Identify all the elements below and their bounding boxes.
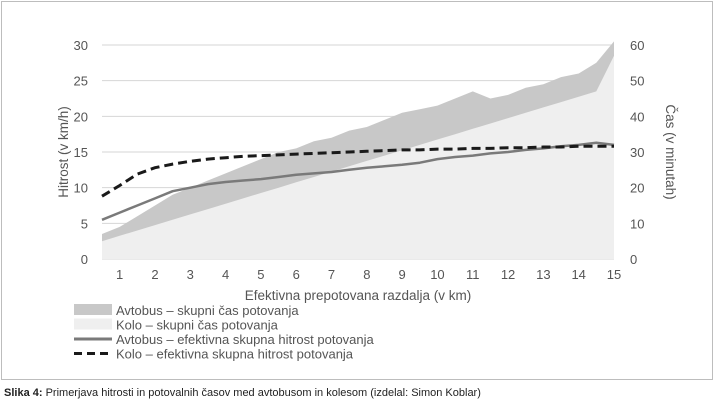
legend-label: Kolo – skupni čas potovanja bbox=[116, 318, 279, 333]
legend-swatch-bike-time bbox=[74, 318, 112, 330]
x-tick-label: 14 bbox=[571, 267, 585, 282]
x-axis-title: Efektivna prepotovana razdalja (v km) bbox=[245, 288, 472, 303]
caption-text: Primerjava hitrosti in potovalnih časov … bbox=[42, 387, 481, 399]
x-tick-label: 7 bbox=[328, 267, 335, 282]
y-left-tick-label: 10 bbox=[74, 181, 88, 196]
y-right-axis-title: Čas (v minutah) bbox=[663, 104, 678, 199]
y-right-tick-label: 10 bbox=[630, 216, 644, 231]
y-left-tick-label: 15 bbox=[74, 145, 88, 160]
x-tick-label: 6 bbox=[293, 267, 300, 282]
legend-label: Avtobus – skupni čas potovanja bbox=[116, 303, 299, 318]
legend-label: Kolo – efektivna skupna hitrost potovanj… bbox=[116, 347, 354, 362]
x-tick-label: 8 bbox=[363, 267, 370, 282]
series-line-bus-speed bbox=[101, 141, 615, 221]
x-tick-label: 12 bbox=[501, 267, 515, 282]
x-tick-label: 10 bbox=[430, 267, 444, 282]
y-left-tick-label: 25 bbox=[74, 74, 88, 89]
x-tick-label: 15 bbox=[607, 267, 621, 282]
y-left-tick-label: 20 bbox=[74, 109, 88, 124]
caption-label: Slika 4: bbox=[4, 387, 43, 399]
x-tick-label: 2 bbox=[151, 267, 158, 282]
y-right-tick-label: 20 bbox=[630, 181, 644, 196]
legend-swatch-bus-time bbox=[74, 304, 112, 315]
legend-label: Avtobus – efektivna skupna hitrost potov… bbox=[116, 332, 375, 347]
x-tick-label: 5 bbox=[257, 267, 264, 282]
figure-frame: 0 5 10 15 20 25 30 0 10 20 30 40 50 60 1 2 3 4 5 6 7 8 9 10 11 12… bbox=[1, 1, 713, 380]
y-left-tick-label: 0 bbox=[81, 252, 88, 267]
y-right-tick-label: 50 bbox=[630, 74, 644, 89]
y-left-tick-label: 30 bbox=[74, 38, 88, 53]
series-line-bike-speed bbox=[101, 144, 614, 198]
y-right-tick-label: 40 bbox=[630, 109, 644, 124]
x-tick-label: 13 bbox=[536, 267, 550, 282]
y-right-tick-label: 30 bbox=[630, 145, 644, 160]
x-tick-label: 4 bbox=[222, 267, 229, 282]
x-tick-label: 1 bbox=[116, 267, 123, 282]
x-tick-label: 11 bbox=[466, 267, 480, 282]
series-area-bike-time bbox=[102, 55, 614, 260]
x-tick-label: 3 bbox=[187, 267, 194, 282]
figure-caption: Slika 4: Primerjava hitrosti in potovaln… bbox=[4, 387, 481, 399]
y-left-axis-title: Hitrost (v km/h) bbox=[56, 106, 71, 198]
y-left-tick-label: 5 bbox=[81, 216, 88, 231]
y-right-tick-label: 60 bbox=[630, 38, 644, 53]
y-right-tick-label: 0 bbox=[630, 252, 637, 267]
x-tick-label: 9 bbox=[399, 267, 406, 282]
